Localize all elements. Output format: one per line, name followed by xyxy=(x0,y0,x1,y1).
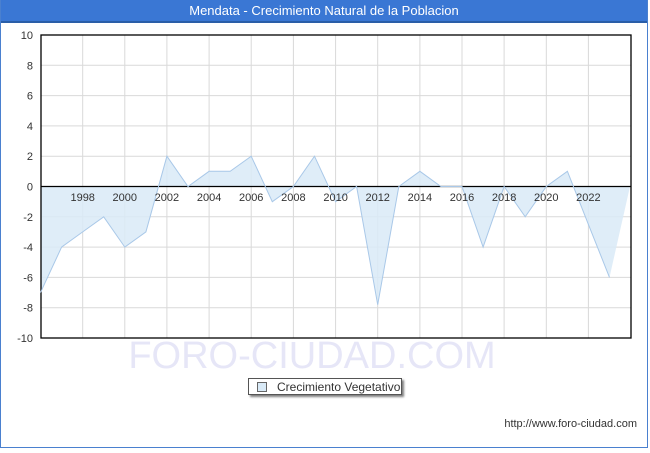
svg-text:2022: 2022 xyxy=(576,192,600,204)
svg-text:4: 4 xyxy=(27,121,33,133)
svg-text:-4: -4 xyxy=(23,242,33,254)
svg-text:-2: -2 xyxy=(23,212,33,224)
svg-text:2: 2 xyxy=(27,151,33,163)
svg-text:2008: 2008 xyxy=(281,192,305,204)
svg-text:2016: 2016 xyxy=(450,192,474,204)
svg-text:8: 8 xyxy=(27,60,33,72)
svg-text:6: 6 xyxy=(27,91,33,103)
svg-text:2018: 2018 xyxy=(492,192,516,204)
svg-text:1998: 1998 xyxy=(70,192,94,204)
svg-text:0: 0 xyxy=(27,182,33,194)
svg-text:-8: -8 xyxy=(23,303,33,315)
svg-text:2012: 2012 xyxy=(365,192,389,204)
svg-text:2000: 2000 xyxy=(113,192,137,204)
svg-text:2010: 2010 xyxy=(323,192,347,204)
svg-text:10: 10 xyxy=(21,30,33,42)
svg-text:2006: 2006 xyxy=(239,192,263,204)
svg-text:-6: -6 xyxy=(23,272,33,284)
svg-text:2020: 2020 xyxy=(534,192,558,204)
svg-text:-10: -10 xyxy=(17,333,33,345)
svg-text:2002: 2002 xyxy=(155,192,179,204)
svg-text:2004: 2004 xyxy=(197,192,221,204)
svg-text:2014: 2014 xyxy=(408,192,432,204)
